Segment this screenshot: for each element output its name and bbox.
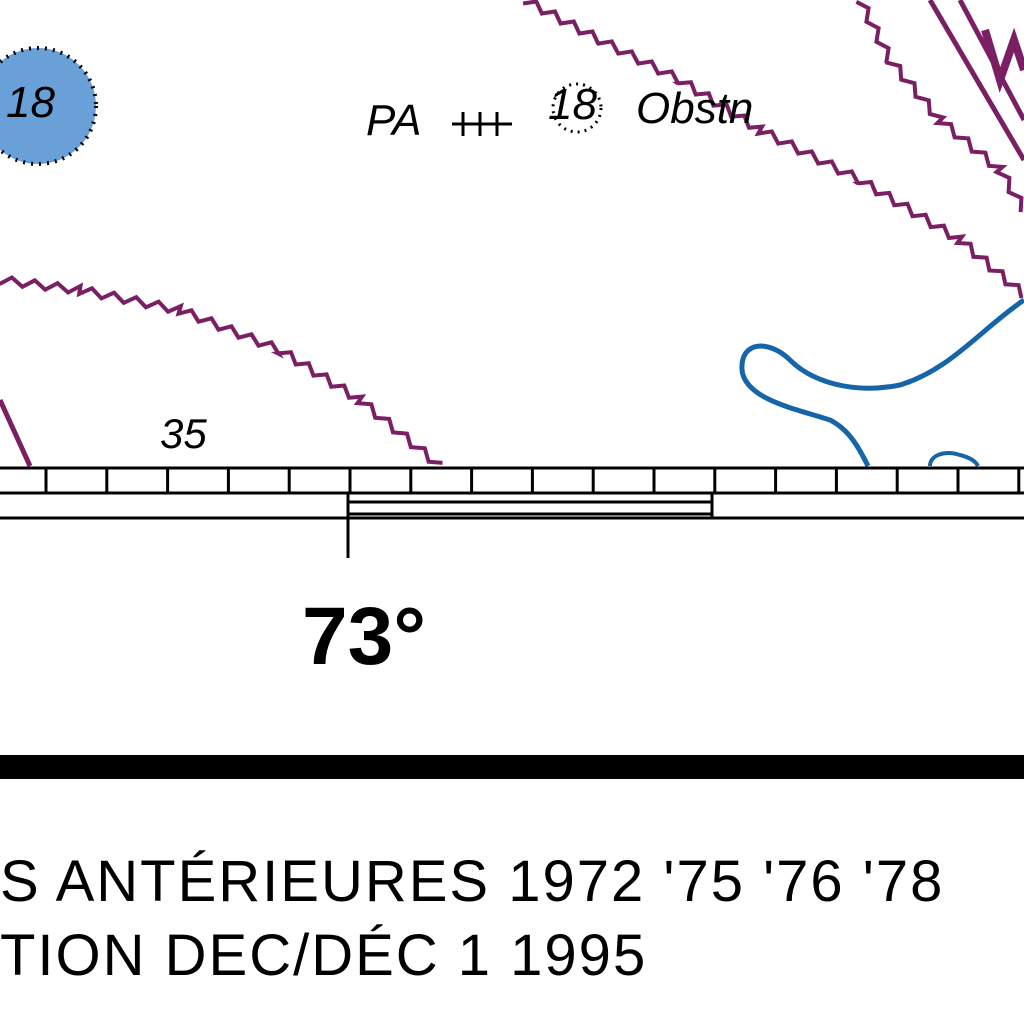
border-scale — [0, 466, 1024, 558]
obstruction-danger-circle — [551, 82, 603, 134]
boundary-line-top — [522, 0, 1024, 299]
longitude-label: 73° — [302, 591, 427, 682]
obstruction-label: Obstn — [636, 84, 754, 133]
footer-date-line: TION DEC/DÉC 1 1995 — [0, 923, 648, 988]
limit-line-right-1 — [927, 0, 1024, 162]
shoreline — [739, 297, 1024, 468]
restricted-area-letter — [981, 27, 1024, 93]
neatline-bar — [0, 755, 1024, 779]
boundary-line-left — [0, 275, 443, 465]
depth-circle-label: 18 — [6, 78, 55, 127]
footer-editions-line: S ANTÉRIEURES 1972 '75 '76 '78 — [0, 849, 945, 914]
sounding-label: 35 — [160, 410, 207, 457]
obstruction-depth-label: 18 — [548, 80, 597, 129]
shoreline-islet — [928, 451, 980, 467]
limit-line-left — [0, 398, 33, 468]
depth-area-circle — [0, 46, 98, 166]
boundary-line-right — [855, 0, 1024, 213]
wreck-symbol — [452, 112, 512, 136]
position-approximate-label: PA — [366, 96, 422, 145]
